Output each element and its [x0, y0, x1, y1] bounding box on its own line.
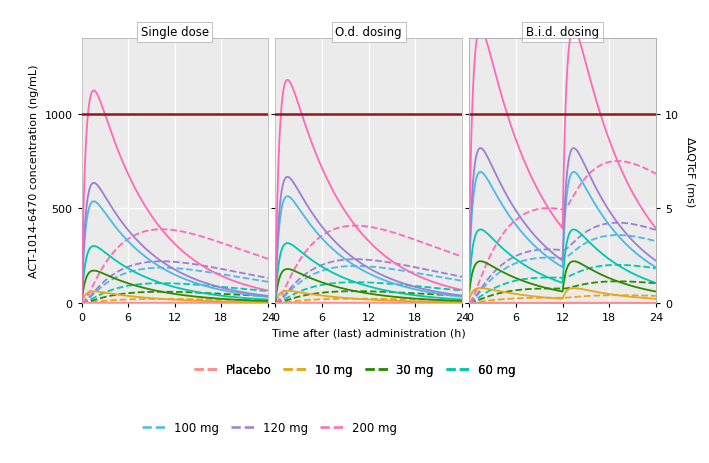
X-axis label: Time after (last) administration (h): Time after (last) administration (h)	[272, 328, 466, 338]
Legend: 100 mg, 120 mg, 200 mg: 100 mg, 120 mg, 200 mg	[138, 416, 401, 438]
Y-axis label: ΔΔQTcF (ms): ΔΔQTcF (ms)	[686, 136, 696, 206]
Title: B.i.d. dosing: B.i.d. dosing	[526, 26, 599, 39]
Y-axis label: ACT-1014-6470 concentration (ng/mL): ACT-1014-6470 concentration (ng/mL)	[29, 65, 39, 278]
Title: Single dose: Single dose	[140, 26, 209, 39]
Title: O.d. dosing: O.d. dosing	[335, 26, 402, 39]
Legend: Placebo, 10 mg, 30 mg, 60 mg: Placebo, 10 mg, 30 mg, 60 mg	[189, 358, 520, 381]
